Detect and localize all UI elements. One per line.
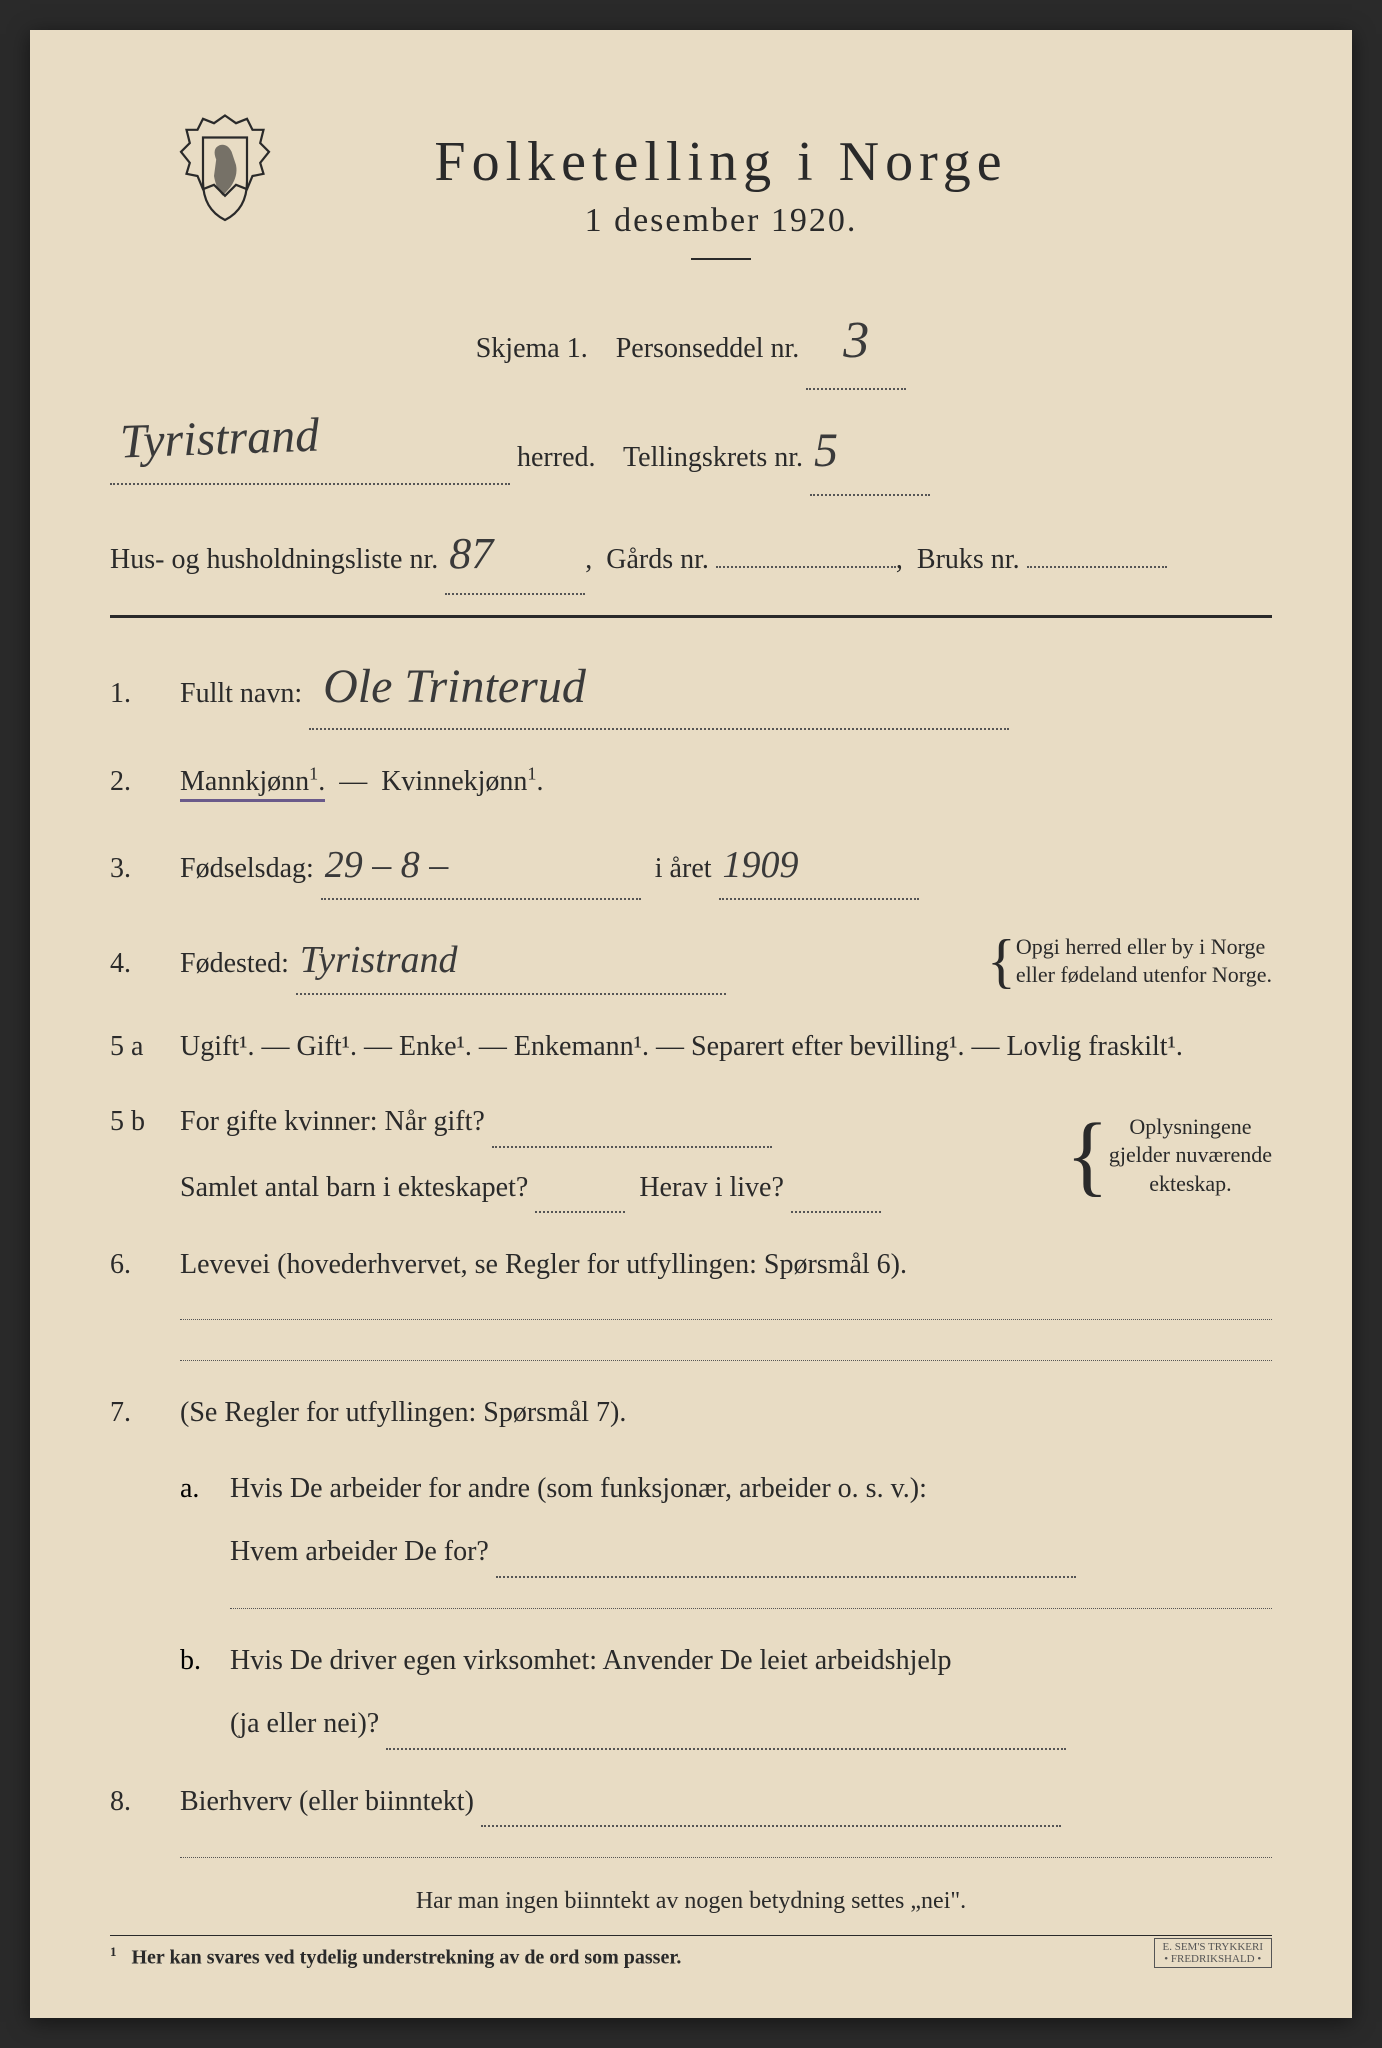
q7a-content: Hvis De arbeider for andre (som funksjon… (230, 1465, 1272, 1578)
q7b-letter: b. (180, 1645, 230, 1677)
q4-value-field: Tyristrand (296, 928, 726, 995)
q5a-content: Ugift¹. — Gift¹. — Enke¹. — Enkemann¹. —… (180, 1023, 1272, 1071)
herred-line: Tyristrand herred. Tellingskrets nr. 5 (110, 408, 1272, 496)
q5a-row: 5 a Ugift¹. — Gift¹. — Enke¹. — Enkemann… (110, 1023, 1272, 1071)
q8-num: 8. (110, 1786, 180, 1818)
husliste-value: 87 (445, 514, 585, 595)
q6-line1 (180, 1319, 1272, 1320)
header: Folketelling i Norge 1 desember 1920. (110, 130, 1272, 284)
section-divider (110, 615, 1272, 618)
q4-note: Opgi herred eller by i Norge eller fødel… (1016, 933, 1272, 990)
page-subtitle: 1 desember 1920. (434, 202, 1007, 240)
q1-handwritten: Ole Trinterud (313, 660, 586, 713)
title-divider (691, 258, 751, 260)
footer-note: Har man ingen biinntekt av nogen betydni… (110, 1888, 1272, 1915)
q5b-content: For gifte kvinner: Når gift? Samlet anta… (180, 1098, 1272, 1213)
census-form-page: Folketelling i Norge 1 desember 1920. Sk… (30, 30, 1352, 2018)
herred-label: herred. (517, 442, 596, 473)
q2-row: 2. Mannkjønn1. — Kvinnekjønn1. (110, 758, 1272, 806)
q4-brace: { (987, 940, 1016, 982)
q2-content: Mannkjønn1. — Kvinnekjønn1. (180, 758, 1272, 806)
tellingskrets-label: Tellingskrets nr. (623, 442, 803, 473)
q7a-line (230, 1608, 1272, 1609)
q2-num: 2. (110, 766, 180, 798)
q1-num: 1. (110, 678, 180, 710)
q5b-note: Oplysningene gjelder nuværende ekteskap. (1109, 1113, 1272, 1199)
q7-row: 7. (Se Regler for utfyllingen: Spørsmål … (110, 1389, 1272, 1437)
q7-num: 7. (110, 1397, 180, 1429)
q5b-left: For gifte kvinner: Når gift? Samlet anta… (180, 1098, 1056, 1213)
printer-stamp: E. SEM'S TRYKKERI • FREDRIKSHALD • (1154, 1938, 1273, 1968)
q8-row: 8. Bierhverv (eller biinntekt) (110, 1778, 1272, 1828)
q8-content: Bierhverv (eller biinntekt) (180, 1778, 1272, 1828)
personseddel-label: Personseddel nr. (616, 333, 800, 364)
q8-line (180, 1857, 1272, 1858)
tellingskrets-value: 5 (810, 408, 930, 496)
husliste-label: Hus- og husholdningsliste nr. (110, 544, 438, 575)
q7b-row: b. Hvis De driver egen virksomhet: Anven… (110, 1637, 1272, 1750)
q3-content: Fødselsdag: 29 – 8 – i året 1909 (180, 833, 1272, 900)
title-block: Folketelling i Norge 1 desember 1920. (434, 130, 1007, 284)
q7b-content: Hvis De driver egen virksomhet: Anvender… (230, 1637, 1272, 1750)
q8-field (481, 1778, 1061, 1828)
q5b-right: { Oplysningene gjelder nuværende ekteska… (1066, 1113, 1272, 1199)
q6-row: 6. Levevei (hovederhvervet, se Regler fo… (110, 1241, 1272, 1289)
page-title: Folketelling i Norge (434, 130, 1007, 194)
q5b-live-field (791, 1164, 881, 1214)
q7a-field (496, 1528, 1076, 1578)
q6-num: 6. (110, 1249, 180, 1281)
q4-row: 4. Fødested: Tyristrand { Opgi herred el… (110, 928, 1272, 995)
q5b-row: 5 b For gifte kvinner: Når gift? Samlet … (110, 1098, 1272, 1213)
herred-blank (110, 433, 510, 485)
coat-of-arms-icon (170, 110, 280, 240)
q7a-letter: a. (180, 1473, 230, 1505)
bruks-value (1027, 566, 1167, 568)
q5b-barn-field (535, 1164, 625, 1214)
skjema-label: Skjema 1. (476, 333, 588, 364)
personseddel-value: 3 (806, 294, 906, 390)
q1-row: 1. Fullt navn: Ole Trinterud (110, 646, 1272, 730)
q7a-row: a. Hvis De arbeider for andre (som funks… (110, 1465, 1272, 1578)
q7-content: (Se Regler for utfyllingen: Spørsmål 7). (180, 1389, 1272, 1437)
q6-content: Levevei (hovederhvervet, se Regler for u… (180, 1241, 1272, 1289)
q3-row: 3. Fødselsdag: 29 – 8 – i året 1909 (110, 833, 1272, 900)
skjema-line: Skjema 1. Personseddel nr. 3 (110, 294, 1272, 390)
footnote: 1 Her kan svares ved tydelig understrekn… (110, 1935, 1272, 1970)
crest-svg (170, 110, 280, 242)
q3-day-field: 29 – 8 – (321, 833, 641, 900)
q3-year-field: 1909 (719, 833, 919, 900)
q4-content: Fødested: Tyristrand { Opgi herred eller… (180, 928, 1272, 995)
q5b-num: 5 b (110, 1106, 180, 1138)
q3-num: 3. (110, 853, 180, 885)
q6-line2 (180, 1360, 1272, 1361)
q1-value-field: Ole Trinterud (309, 646, 1009, 730)
q2-kvinne: Kvinnekjønn1. (381, 766, 543, 797)
husliste-line: Hus- og husholdningsliste nr. 87 , Gårds… (110, 514, 1272, 595)
q4-num: 4. (110, 948, 180, 980)
q1-content: Fullt navn: Ole Trinterud (180, 646, 1272, 730)
q2-mann: Mannkjønn1. (180, 766, 325, 802)
bruks-label: Bruks nr. (917, 544, 1020, 575)
q5b-gift-field (492, 1098, 772, 1148)
gards-value (716, 566, 896, 568)
q5b-brace: { (1066, 1124, 1109, 1187)
q5a-num: 5 a (110, 1031, 180, 1063)
gards-label: Gårds nr. (606, 544, 709, 575)
q7b-field (386, 1700, 1066, 1750)
